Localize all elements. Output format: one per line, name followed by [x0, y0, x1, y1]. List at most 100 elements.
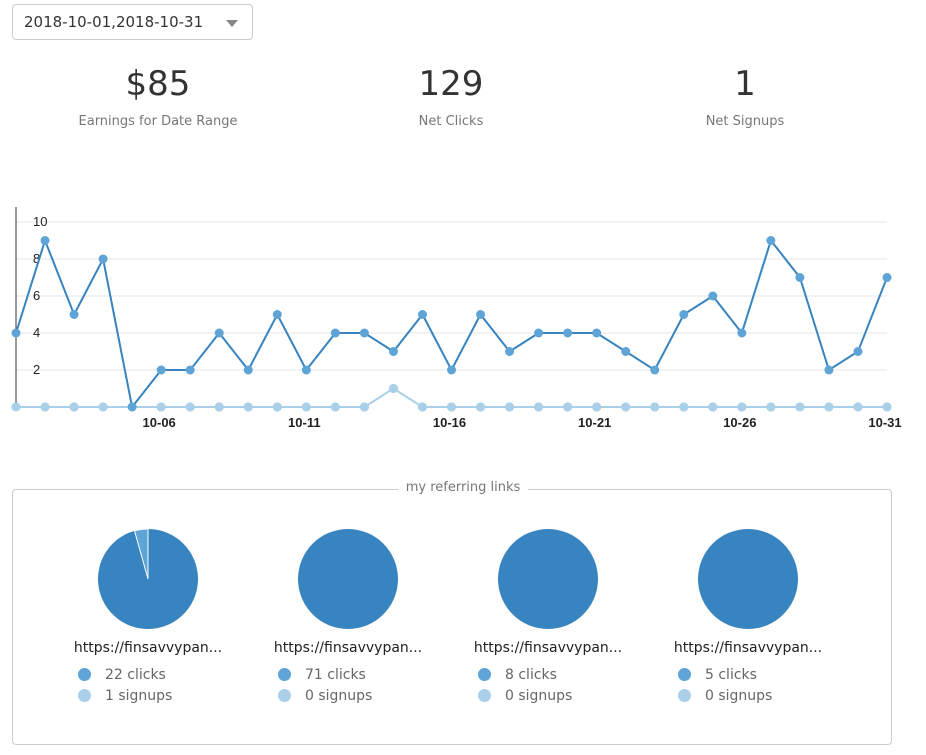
signups-series-point — [272, 402, 282, 412]
clicks-series-point — [737, 328, 747, 338]
daily-activity-chart: 2 4 6 8 10 10-06 10-11 10-16 10-21 10-26 10-31 — [11, 207, 902, 430]
signups-dot-icon — [678, 689, 691, 702]
signups-series-point — [621, 402, 631, 412]
net-clicks-stat: 129 Net Clicks — [321, 60, 581, 132]
clicks-legend-item: 71 clicks — [278, 664, 448, 685]
clicks-series-point — [156, 365, 166, 375]
referral-link-url[interactable]: https://finsavvypan... — [473, 640, 623, 656]
signups-series-point — [476, 402, 486, 412]
link-pie-chart — [298, 529, 398, 629]
net-signups-label: Net Signups — [705, 114, 785, 129]
clicks-series-point — [534, 328, 544, 338]
signups-series-point — [388, 384, 398, 393]
clicks-legend-item: 5 clicks — [678, 664, 848, 685]
link-pie-chart — [98, 528, 198, 629]
signups-series-point — [156, 402, 166, 412]
signups-series-point — [185, 402, 195, 412]
chart-x-tick-label: 10-26 — [723, 415, 756, 430]
signups-legend-item: 1 signups — [78, 685, 248, 706]
earnings-label: Earnings for Date Range — [78, 114, 238, 129]
signups-series-point — [214, 402, 224, 412]
chart-y-tick-label: 8 — [33, 251, 40, 266]
clicks-count: 5 clicks — [705, 666, 757, 683]
clicks-count: 8 clicks — [505, 666, 557, 683]
referring-links-title: my referring links — [0, 480, 926, 495]
signups-series-point — [98, 402, 108, 412]
referral-link-url[interactable]: https://finsavvypan... — [673, 640, 823, 656]
clicks-legend-item: 8 clicks — [478, 664, 648, 685]
clicks-series-point — [447, 365, 456, 375]
clicks-series-line — [15, 237, 888, 410]
clicks-series-point — [853, 347, 863, 356]
clicks-series-point — [272, 310, 282, 319]
signups-series-point — [359, 402, 369, 412]
clicks-series-point — [330, 328, 340, 338]
referral-link-url[interactable]: https://finsavvypan... — [73, 640, 223, 656]
link-legend: 8 clicks 0 signups — [448, 664, 648, 706]
clicks-series-point — [766, 236, 776, 245]
earnings-value: $85 — [125, 64, 191, 104]
pie-slice-signups — [133, 528, 149, 580]
referral-link-url[interactable]: https://finsavvypan... — [273, 640, 423, 656]
earnings-stat: $85 Earnings for Date Range — [28, 60, 288, 132]
referral-link-card: https://finsavvypan... 22 clicks 1 signu… — [48, 528, 248, 706]
signups-series-point — [505, 402, 515, 412]
clicks-series-point — [592, 328, 602, 338]
signups-series-point — [40, 402, 50, 412]
clicks-series-point — [243, 365, 253, 375]
clicks-dot-icon — [278, 668, 291, 681]
chart-y-tick-label: 4 — [33, 325, 40, 340]
signups-series-point — [243, 402, 253, 412]
clicks-series-point — [882, 273, 892, 282]
net-signups-stat: 1 Net Signups — [615, 60, 875, 132]
signups-count: 1 signups — [105, 687, 173, 704]
signups-series-point — [737, 402, 747, 412]
net-clicks-value: 129 — [418, 64, 484, 104]
signups-legend-item: 0 signups — [678, 685, 848, 706]
signups-series-point — [330, 402, 340, 412]
clicks-count: 22 clicks — [105, 666, 166, 683]
signups-series-point — [417, 402, 427, 412]
signups-series-point — [882, 402, 892, 412]
date-range-select[interactable]: 2018-10-01,2018-10-31 — [12, 4, 253, 40]
signups-series-point — [447, 402, 456, 412]
clicks-series-point — [214, 328, 224, 338]
signups-series-point — [592, 402, 602, 412]
signups-series-point — [69, 402, 79, 412]
clicks-series-point — [127, 402, 137, 412]
chart-x-tick-label: 10-11 — [288, 415, 321, 430]
clicks-series-point — [185, 365, 195, 375]
pie-slice-clicks — [698, 529, 798, 629]
clicks-series-point — [824, 365, 834, 375]
signups-series-point — [534, 402, 544, 412]
chart-x-tick-label: 10-31 — [868, 415, 901, 430]
signups-legend-item: 0 signups — [478, 685, 648, 706]
signups-series-point — [679, 402, 689, 412]
clicks-series-point — [69, 310, 79, 319]
chart-y-tick-label: 2 — [33, 362, 40, 377]
clicks-series-point — [11, 328, 21, 338]
clicks-series-point — [40, 236, 50, 245]
clicks-series-point — [708, 291, 718, 301]
link-pie-chart — [498, 529, 598, 629]
pie-slice-clicks — [298, 529, 398, 629]
referral-link-card: https://finsavvypan... 71 clicks 0 signu… — [248, 528, 448, 706]
clicks-legend-item: 22 clicks — [78, 664, 248, 685]
signups-series-point — [853, 402, 863, 412]
signups-series-point — [650, 402, 660, 412]
signups-series-point — [301, 402, 311, 412]
net-signups-value: 1 — [734, 64, 756, 104]
referring-links-title-text: my referring links — [397, 480, 529, 495]
date-range-value: 2018-10-01,2018-10-31 — [24, 13, 204, 31]
link-legend: 71 clicks 0 signups — [248, 664, 448, 706]
link-legend: 5 clicks 0 signups — [648, 664, 848, 706]
clicks-series-point — [476, 310, 486, 319]
clicks-series-point — [301, 365, 311, 375]
link-pie-chart — [698, 529, 798, 629]
signups-series-point — [795, 402, 805, 412]
clicks-dot-icon — [478, 668, 491, 681]
signups-dot-icon — [278, 689, 291, 702]
clicks-series-point — [417, 310, 427, 319]
referral-link-card: https://finsavvypan... 8 clicks 0 signup… — [448, 528, 648, 706]
referral-link-card: https://finsavvypan... 5 clicks 0 signup… — [648, 528, 848, 706]
